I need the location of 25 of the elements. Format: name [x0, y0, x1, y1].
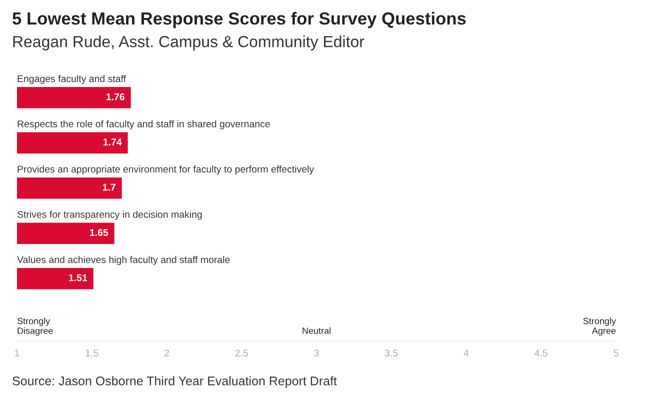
x-tick-label: 4 [464, 350, 469, 356]
data-label: 1.74 [104, 138, 122, 146]
data-label: 1.65 [90, 229, 108, 236]
y-tick-label: Strives for transparency in decision making [17, 210, 202, 220]
y-tick-label: Values and achieves high faculty and staff morale [17, 256, 230, 265]
y-tick-label: Provides an appropriate environment for faculty to perform effectively [18, 165, 314, 175]
data-label: 1.7 [102, 184, 116, 191]
text: Neutral [302, 327, 330, 334]
data-label: 1.76 [106, 93, 124, 100]
x-tick-label: 5 [614, 350, 618, 356]
x-tick-label: 4.5 [534, 350, 548, 356]
x-tick-label: 3.5 [384, 350, 398, 356]
x-tick-label: 3 [314, 350, 319, 356]
y-tick-label: Respects the role of faculty and staff in shared governance [18, 120, 270, 130]
text: Strongly Disagree [17, 318, 53, 336]
source-note: Source: Jason Osborne Third Year Evaluation Report Draft [12, 376, 337, 388]
y-tick-label: Engages faculty and staff [18, 74, 126, 84]
x-tick-label: 2.5 [235, 350, 248, 356]
text: Strongly Agree [583, 318, 616, 336]
data-label: 1.51 [69, 274, 88, 282]
x-tick-label: 1.5 [86, 350, 98, 356]
x-tick-label: 1 [15, 350, 20, 356]
chart-title: 5 Lowest Mean Response Scores for Survey Questions [12, 12, 466, 28]
chart-subtitle: Reagan Rude, Asst. Campus & Community Editor [13, 36, 364, 50]
x-tick-label: 2 [164, 350, 169, 356]
